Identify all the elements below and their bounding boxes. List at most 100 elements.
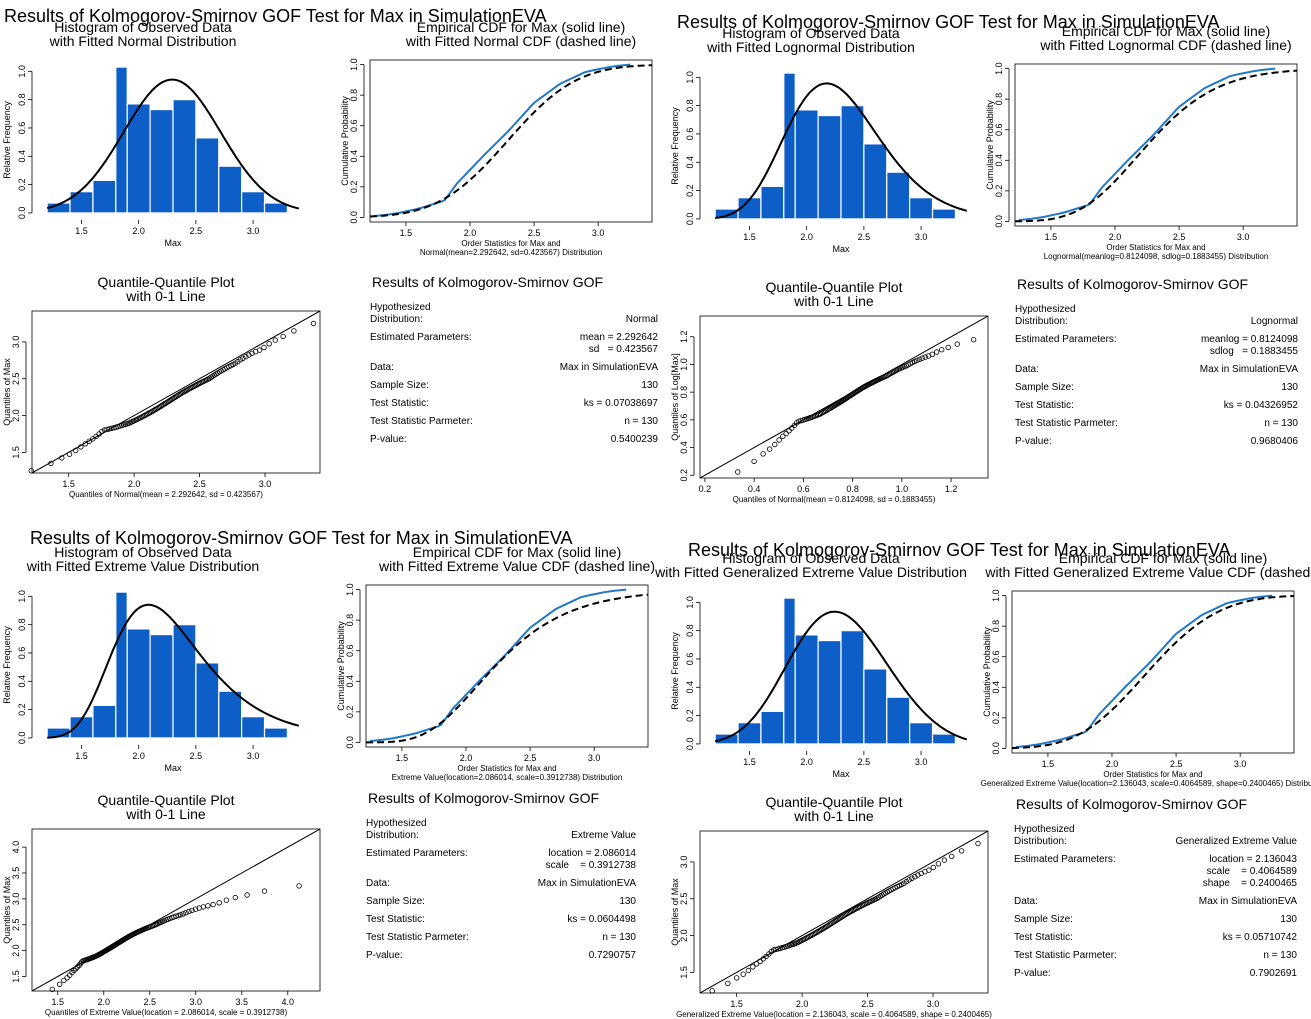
cdf-y-axis: 0.0 0.2 0.4 0.6 0.8 1.0 [991, 589, 1007, 755]
x-tick-label: 2.0 [1109, 232, 1122, 242]
x-tick-label: 2.5 [1170, 759, 1183, 769]
qq-point [73, 965, 79, 972]
y-tick-label: 0.2 [991, 712, 1001, 725]
y-tick-label: 1.0 [17, 65, 27, 78]
histogram-bar [794, 109, 819, 220]
x-tick-label: 2.5 [190, 751, 203, 761]
gof-row-value: mean = 2.292642 sd = 0.423567 [579, 332, 658, 355]
gof-row-label: Sample Size: [370, 380, 429, 391]
qq-points [49, 883, 302, 993]
x-tick-label: 2.0 [464, 228, 477, 238]
qq-point [949, 853, 955, 860]
y-tick-label: 3.0 [679, 856, 689, 869]
x-tick-label: 2.5 [1173, 232, 1186, 242]
histogram-bar [218, 165, 243, 214]
gof-row-value: ks = 0.04326952 [1223, 400, 1298, 411]
qq-point [59, 455, 65, 461]
histogram-bar [195, 137, 220, 214]
histogram-bar [783, 72, 796, 220]
y-tick-label: 0.2 [685, 709, 695, 722]
qq-point [223, 897, 230, 903]
x-tick-label: 3.0 [588, 753, 601, 763]
y-tick-label: 2.5 [679, 892, 689, 905]
gof-row-value: 0.5400239 [610, 434, 658, 445]
cdf-y-axis: 0.0 0.2 0.4 0.6 0.8 1.0 [994, 62, 1010, 228]
gof-row-value: location = 2.136043 scale = 0.4064589 shap… [1202, 854, 1297, 889]
cdf-title: Empirical CDF for Max (solid line)with F… [1039, 23, 1291, 53]
plot-title-line: Empirical CDF for Max (solid line) [1059, 550, 1267, 566]
qq-y-axis: 1.5 2.0 2.5 3.0 3.5 4.0 [11, 841, 27, 983]
y-tick-label: 0.8 [17, 618, 27, 631]
x-tick-label: 1.5 [75, 751, 88, 761]
gof-row-label: Test Statistic Parmeter: [1015, 418, 1118, 429]
y-tick-label: 0.8 [349, 89, 359, 102]
empirical-cdf-line [1015, 594, 1273, 749]
y-tick-label: 2.0 [11, 944, 21, 957]
y-tick-label: 0.2 [17, 178, 27, 191]
empirical-cdf-line [373, 63, 631, 218]
qq-point [310, 320, 317, 327]
qq-point [296, 883, 302, 889]
hist-y-axis: 0.0 0.2 0.4 0.6 0.8 1.0 [17, 590, 33, 744]
histogram-bar [783, 597, 796, 745]
qq-x-axis: 1.5 2.0 2.5 3.0 [62, 473, 271, 489]
qq-point [61, 977, 67, 984]
x-tick-label: 2.0 [796, 999, 809, 1009]
qq-point [49, 986, 55, 993]
histogram-bar [863, 143, 888, 220]
histogram-bar [92, 704, 117, 739]
x-tick-label: 2.0 [1106, 759, 1119, 769]
gof-row-value: Max in SimulationEVA [559, 362, 658, 373]
qq-point [261, 888, 268, 894]
qq-plot-box [31, 310, 321, 474]
qq-point [210, 901, 216, 908]
plot-title-line: Histogram of Observed Data [722, 550, 900, 566]
x-tick-label: 4.0 [282, 997, 295, 1007]
qq-point [291, 328, 297, 334]
qq-point [740, 971, 746, 977]
y-tick-label: 0.4 [345, 675, 355, 688]
gof-row-label: P-value: [370, 434, 407, 445]
y-tick-label: 0.8 [345, 614, 355, 627]
y-tick-label: 0.2 [679, 469, 689, 482]
histogram-bar [149, 633, 174, 739]
x-tick-label: 3.0 [247, 751, 260, 761]
gof-row-label: P-value: [1015, 436, 1052, 447]
qq-point [180, 911, 186, 917]
histogram-bar [172, 99, 197, 214]
figure-title-2: Results of Kolmogorov-Smirnov GOF Test f… [677, 12, 1220, 32]
cdf-plot: Empirical CDF for Max (solid line)with F… [340, 19, 653, 257]
hist-x-axis: 1.5 2.0 2.5 3.0 [743, 226, 927, 242]
histogram-bar [794, 634, 819, 745]
cdf-plot-box [365, 584, 649, 748]
plot-title-line: Histogram of Observed Data [54, 19, 232, 35]
qq-point [958, 848, 965, 854]
x-tick-label: 1.5 [396, 753, 409, 763]
hist-y-axis: 0.0 0.2 0.4 0.6 0.8 1.0 [685, 71, 701, 225]
qq-point [101, 427, 108, 433]
cdf-title: Empirical CDF for Max (solid line)with F… [378, 544, 655, 574]
histogram-bar [126, 628, 151, 739]
y-tick-label: 4.0 [11, 841, 21, 854]
x-tick-label: 1.5 [1042, 759, 1055, 769]
y-tick-label: 1.0 [349, 58, 359, 71]
gof-row-value: 130 [619, 896, 636, 907]
gof-row-label: Sample Size: [366, 896, 425, 907]
plot-title-line: Quantile-Quantile Plot [766, 279, 903, 295]
cdf-x-axis: 1.5 2.0 2.5 3.0 [396, 747, 601, 763]
histogram-bar [263, 727, 289, 739]
fitted-cdf-line [1015, 69, 1298, 223]
gof-row-value: ks = 0.05710742 [1222, 932, 1297, 943]
gof-row-label: Sample Size: [1015, 382, 1074, 393]
y-tick-label: 0.4 [17, 150, 27, 163]
x-tick-label: 3.0 [190, 997, 203, 1007]
cdf-x-label: Lognormal(meanlog=0.8124098, sdlog=0.188… [1044, 252, 1269, 261]
hist-x-label: Max [164, 238, 182, 248]
qq-point [78, 444, 84, 450]
qq-point [173, 913, 179, 919]
